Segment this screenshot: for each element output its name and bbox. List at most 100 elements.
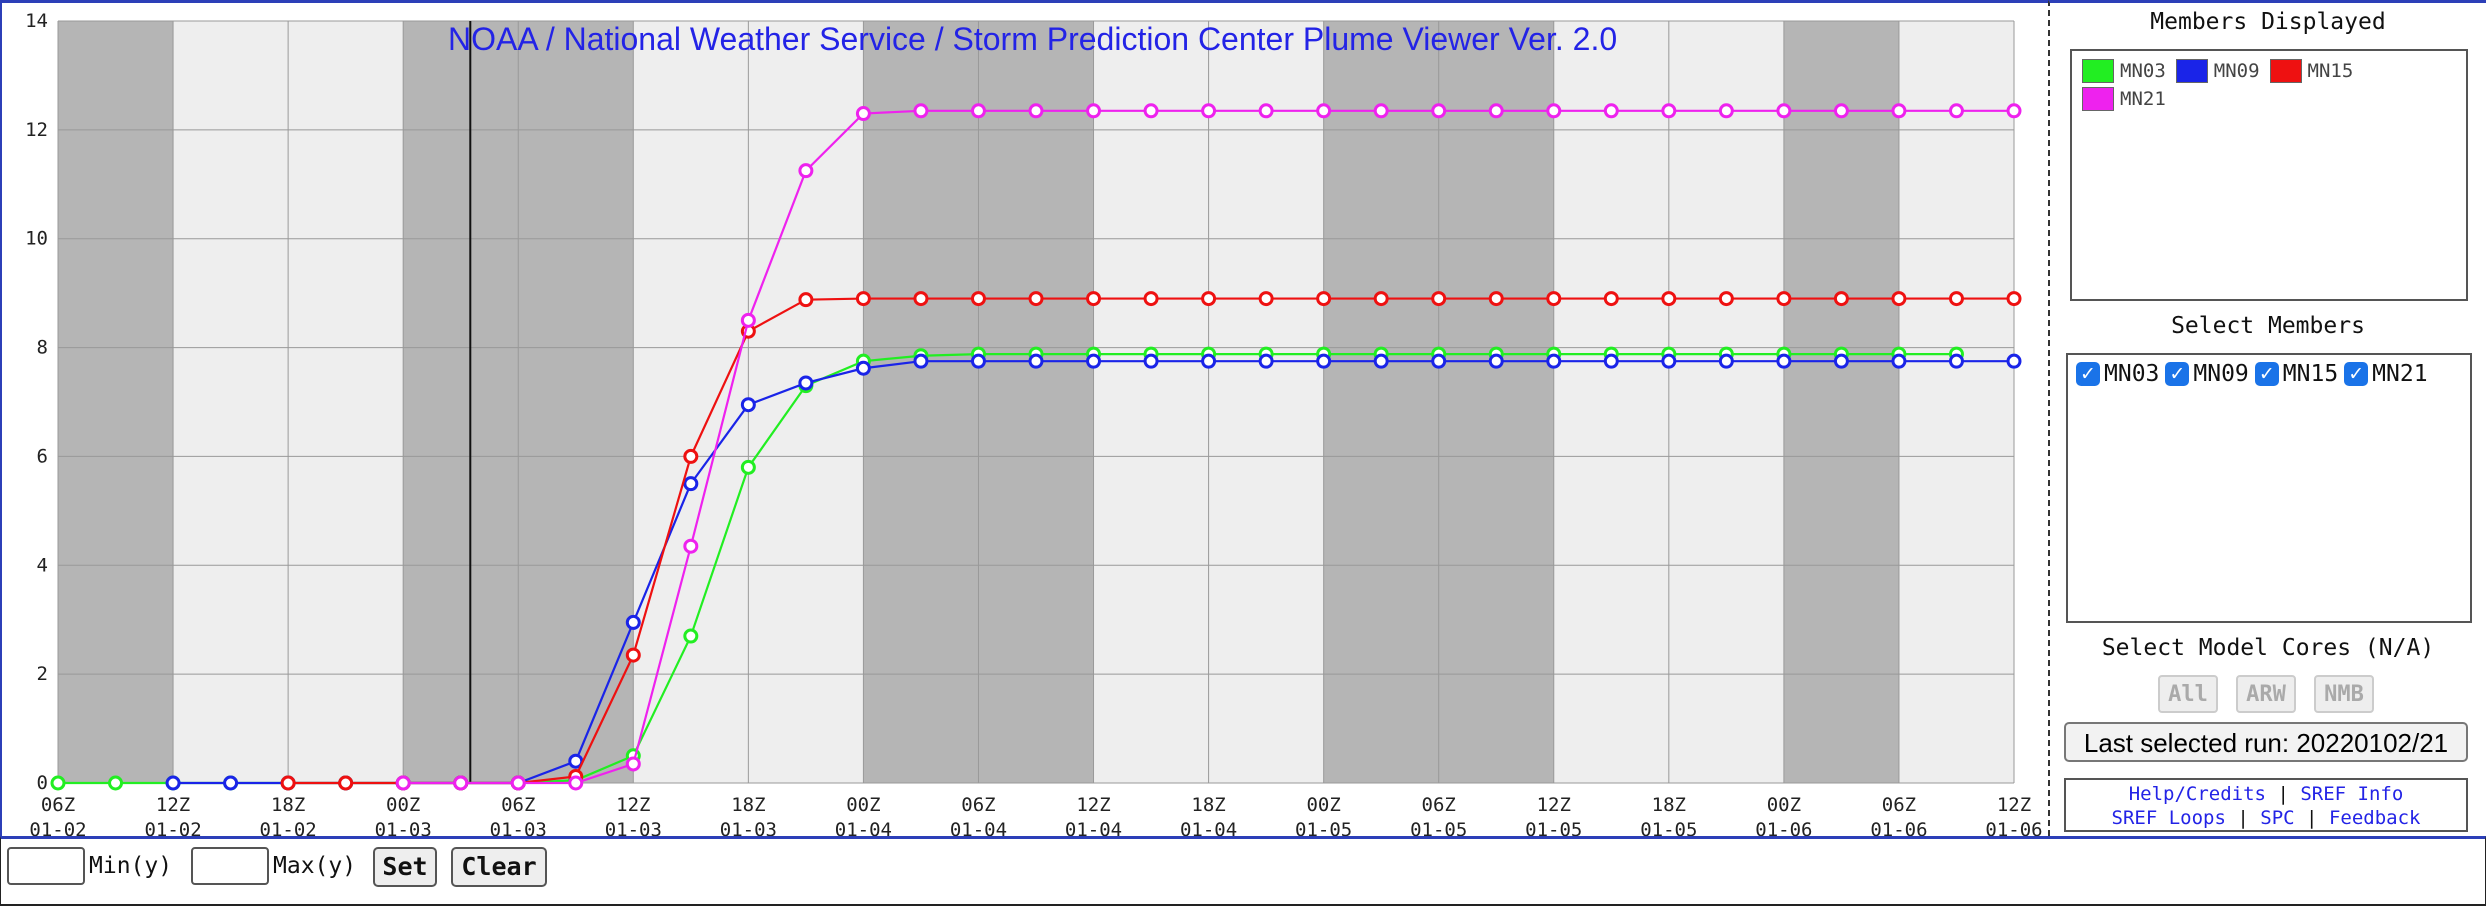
data-point-mn15 — [1373, 291, 1389, 307]
member-label: MN03 — [2104, 361, 2160, 387]
legend-label: MN15 — [2307, 60, 2354, 82]
member-checkbox-mn21[interactable]: ✓ MN21 — [2344, 361, 2428, 387]
legend-label: MN09 — [2213, 60, 2260, 82]
x-tick-date-label: 01-06 — [1755, 819, 1812, 839]
data-point-mn09 — [1488, 353, 1504, 369]
core-all-button[interactable]: All — [2158, 675, 2218, 713]
data-point-mn15 — [798, 292, 814, 308]
data-point-mn21 — [1086, 103, 1102, 119]
x-tick-label: 06Z — [41, 794, 75, 816]
x-tick-label: 00Z — [1306, 794, 1340, 816]
feedback-link[interactable]: Feedback — [2328, 807, 2421, 829]
x-tick-date-label: 01-05 — [1640, 819, 1697, 839]
data-point-mn15 — [1028, 291, 1044, 307]
member-label: MN21 — [2372, 361, 2428, 387]
chart-title: NOAA / National Weather Service / Storm … — [448, 21, 1618, 57]
data-point-mn09 — [568, 753, 584, 769]
x-tick-date-label: 01-06 — [1870, 819, 1927, 839]
data-point-mn15 — [1948, 291, 1964, 307]
data-point-mn21 — [625, 756, 641, 772]
night-band — [58, 21, 174, 783]
data-point-mn21 — [1546, 103, 1562, 119]
data-point-mn15 — [1143, 291, 1159, 307]
member-checkbox-mn03[interactable]: ✓ MN03 — [2076, 361, 2159, 387]
data-point-mn21 — [1373, 103, 1389, 119]
legend-box: MN03 MN09 MN15 MN21 — [2070, 49, 2468, 301]
legend: MN03 MN09 MN15 MN21 — [2082, 59, 2456, 115]
x-tick-label: 00Z — [1767, 794, 1801, 816]
data-point-mn15 — [625, 647, 641, 663]
x-tick-label: 18Z — [271, 794, 305, 816]
data-point-mn15 — [970, 291, 986, 307]
data-point-mn15 — [683, 448, 699, 464]
legend-item: MN15 — [2269, 59, 2354, 83]
x-tick-label: 06Z — [1882, 794, 1916, 816]
x-tick-date-label: 01-04 — [835, 819, 892, 839]
core-nmb-button[interactable]: NMB — [2314, 675, 2374, 713]
data-point-mn09 — [1948, 353, 1964, 369]
data-point-mn21 — [395, 775, 411, 791]
member-checkbox-mn15[interactable]: ✓ MN15 — [2254, 361, 2338, 387]
plume-chart[interactable]: 0 2 4 6 8 10 12 14 06Z 01-02 12Z 01-02 18Z 01-02 00Z 01… — [0, 0, 2048, 839]
core-arw-button[interactable]: ARW — [2236, 675, 2296, 713]
data-point-mn21 — [855, 106, 871, 122]
x-tick-date-label: 01-04 — [1180, 819, 1237, 839]
legend-swatch — [2082, 87, 2114, 111]
data-point-mn15 — [1488, 291, 1504, 307]
checkmark-icon[interactable]: ✓ — [2165, 362, 2190, 386]
checkmark-icon[interactable]: ✓ — [2076, 362, 2100, 386]
legend-item: MN21 — [2082, 87, 2166, 111]
last-selected-run-button[interactable]: Last selected run: 20220102/21 — [2064, 722, 2468, 762]
data-point-mn21 — [1948, 103, 1964, 119]
data-point-mn09 — [798, 375, 814, 391]
data-point-mn09 — [1833, 353, 1849, 369]
data-point-mn09 — [913, 353, 929, 369]
data-point-mn03 — [740, 459, 756, 475]
x-tick-date-label: 01-02 — [29, 819, 86, 839]
help-credits-link[interactable]: Help/Credits — [2128, 783, 2266, 805]
data-point-mn21 — [913, 103, 929, 119]
checkmark-icon[interactable]: ✓ — [2254, 362, 2279, 386]
data-point-mn21 — [510, 775, 526, 791]
spc-link[interactable]: SPC — [2260, 807, 2295, 829]
members-displayed-heading: Members Displayed — [2150, 9, 2386, 35]
y-tick-label: 0 — [37, 772, 48, 794]
clear-button[interactable]: Clear — [451, 847, 547, 887]
min-y-input[interactable] — [7, 847, 85, 885]
x-tick-date-label: 01-05 — [1410, 819, 1467, 839]
data-point-mn09 — [1028, 353, 1044, 369]
x-tick-date-label: 01-03 — [605, 819, 662, 839]
data-point-mn15 — [2006, 291, 2022, 307]
data-point-mn15 — [1833, 291, 1849, 307]
x-tick-label: 12Z — [1997, 794, 2031, 816]
data-point-mn09 — [1201, 353, 1217, 369]
data-point-mn15 — [1546, 291, 1562, 307]
night-band — [1783, 21, 1899, 783]
data-point-mn03 — [683, 628, 699, 644]
x-tick-label: 18Z — [1191, 794, 1225, 816]
data-point-mn21 — [683, 538, 699, 554]
data-point-mn09 — [1086, 353, 1102, 369]
data-point-mn09 — [1143, 353, 1159, 369]
member-checkbox-mn09[interactable]: ✓ MN09 — [2165, 361, 2249, 387]
data-point-mn21 — [1718, 103, 1734, 119]
sref-loops-link[interactable]: SREF Loops — [2111, 807, 2226, 829]
data-point-mn09 — [740, 397, 756, 413]
y-tick-label: 6 — [37, 445, 48, 467]
x-tick-label: 06Z — [501, 794, 535, 816]
data-point-mn15 — [1201, 291, 1217, 307]
data-point-mn15 — [1661, 291, 1677, 307]
data-point-mn15 — [1776, 291, 1792, 307]
data-point-mn09 — [683, 476, 699, 492]
sref-info-link[interactable]: SREF Info — [2300, 783, 2404, 805]
y-tick-label: 10 — [25, 228, 48, 250]
checkmark-icon[interactable]: ✓ — [2344, 362, 2369, 386]
data-point-mn21 — [1316, 103, 1332, 119]
data-point-mn09 — [1546, 353, 1562, 369]
data-point-mn03 — [50, 775, 66, 791]
max-y-input[interactable] — [191, 847, 269, 885]
set-button[interactable]: Set — [373, 847, 437, 887]
x-tick-label: 18Z — [1652, 794, 1686, 816]
data-point-mn21 — [1143, 103, 1159, 119]
data-point-mn21 — [740, 312, 756, 328]
